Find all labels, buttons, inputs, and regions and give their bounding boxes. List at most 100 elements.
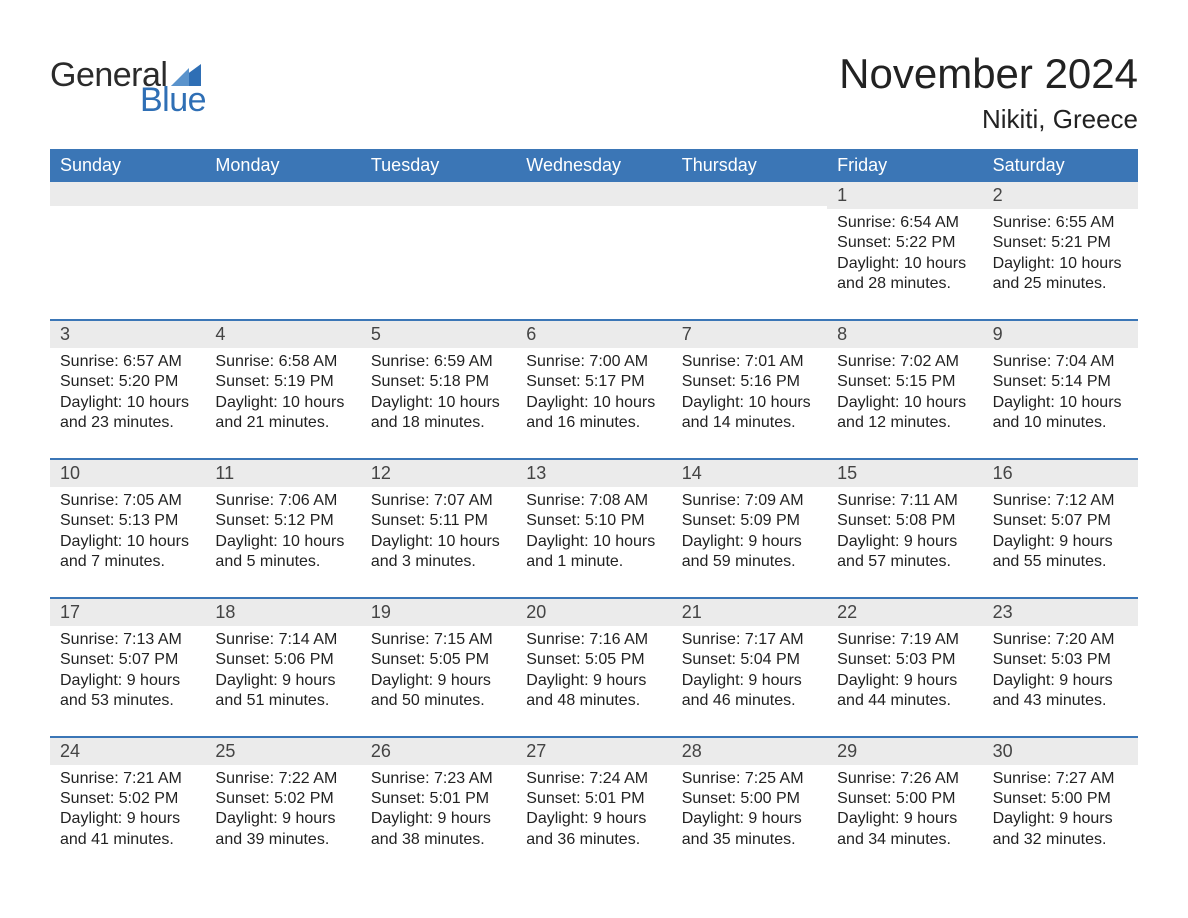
sunrise-text: Sunrise: 7:17 AM [682, 630, 817, 650]
day-cell: 16Sunrise: 7:12 AMSunset: 5:07 PMDayligh… [983, 460, 1138, 579]
day-cell: 8 Sunrise: 7:02 AMSunset: 5:15 PMDaylight… [827, 321, 982, 440]
sunset-text: Sunset: 5:18 PM [371, 372, 506, 392]
daylight-text: Daylight: 10 hours and 1 minute. [526, 532, 661, 573]
daylight-text: Daylight: 10 hours and 3 minutes. [371, 532, 506, 573]
weekday-header: Sunday [50, 149, 205, 182]
day-cell: 13 Sunrise: 7:08 AMSunset: 5:10 PMDayligh… [516, 460, 671, 579]
day-info: Sunrise: 7:12 AMSunset: 5:07 PMDaylight:… [989, 491, 1132, 573]
sunset-text: Sunset: 5:00 PM [682, 789, 817, 809]
sunset-text: Sunset: 5:11 PM [371, 511, 506, 531]
day-cell: 4Sunrise: 6:58 AMSunset: 5:19 PMDaylight… [205, 321, 360, 440]
daylight-text: Daylight: 9 hours and 36 minutes. [526, 809, 661, 850]
day-info: Sunrise: 7:20 AMSunset: 5:03 PMDaylight:… [989, 630, 1132, 712]
daylight-text: Daylight: 9 hours and 35 minutes. [682, 809, 817, 850]
brand-logo: General Blue [50, 60, 206, 115]
day-cell: 15Sunrise: 7:11 AMSunset: 5:08 PMDayligh… [827, 460, 982, 579]
daylight-text: Daylight: 9 hours and 43 minutes. [993, 671, 1128, 712]
sunrise-text: Sunrise: 7:05 AM [60, 491, 195, 511]
day-cell [672, 182, 827, 301]
daylight-text: Daylight: 10 hours and 7 minutes. [60, 532, 195, 573]
sunset-text: Sunset: 5:08 PM [837, 511, 972, 531]
day-cell: 7Sunrise: 7:01 AMSunset: 5:16 PMDaylight… [672, 321, 827, 440]
day-number [361, 182, 516, 206]
day-number: 18 [205, 599, 360, 626]
day-cell: 20Sunrise: 7:16 AMSunset: 5:05 PMDayligh… [516, 599, 671, 718]
day-number: 6 [516, 321, 671, 348]
sunrise-text: Sunrise: 6:55 AM [993, 213, 1128, 233]
day-number: 8 [827, 321, 982, 348]
sunrise-text: Sunrise: 7:20 AM [993, 630, 1128, 650]
month-title: November 2024 [839, 50, 1138, 98]
day-cell: 30Sunrise: 7:27 AMSunset: 5:00 PMDayligh… [983, 738, 1138, 857]
day-info: Sunrise: 7:17 AMSunset: 5:04 PMDaylight:… [678, 630, 821, 712]
day-info: Sunrise: 7:19 AMSunset: 5:03 PMDaylight:… [833, 630, 976, 712]
day-info: Sunrise: 7:24 AMSunset: 5:01 PMDaylight:… [522, 769, 665, 851]
day-number: 29 [827, 738, 982, 765]
sunrise-text: Sunrise: 7:19 AM [837, 630, 972, 650]
sunrise-text: Sunrise: 7:13 AM [60, 630, 195, 650]
day-number [205, 182, 360, 206]
daylight-text: Daylight: 9 hours and 57 minutes. [837, 532, 972, 573]
sunrise-text: Sunrise: 6:58 AM [215, 352, 350, 372]
sunrise-text: Sunrise: 7:27 AM [993, 769, 1128, 789]
sunset-text: Sunset: 5:19 PM [215, 372, 350, 392]
sunset-text: Sunset: 5:21 PM [993, 233, 1128, 253]
daylight-text: Daylight: 10 hours and 28 minutes. [837, 254, 972, 295]
page-header: General Blue November 2024 Nikiti, Greec… [50, 50, 1138, 135]
day-cell: 12Sunrise: 7:07 AMSunset: 5:11 PMDayligh… [361, 460, 516, 579]
sunset-text: Sunset: 5:12 PM [215, 511, 350, 531]
location-label: Nikiti, Greece [839, 104, 1138, 135]
sunset-text: Sunset: 5:09 PM [682, 511, 817, 531]
sunrise-text: Sunrise: 7:23 AM [371, 769, 506, 789]
sunset-text: Sunset: 5:07 PM [993, 511, 1128, 531]
day-cell: 3Sunrise: 6:57 AMSunset: 5:20 PMDaylight… [50, 321, 205, 440]
sunrise-text: Sunrise: 7:14 AM [215, 630, 350, 650]
week-row: 1 Sunrise: 6:54 AMSunset: 5:22 PMDaylight… [50, 182, 1138, 301]
sunset-text: Sunset: 5:05 PM [526, 650, 661, 670]
day-number: 13 [516, 460, 671, 487]
sunset-text: Sunset: 5:13 PM [60, 511, 195, 531]
day-cell: 29 Sunrise: 7:26 AMSunset: 5:00 PMDayligh… [827, 738, 982, 857]
day-cell: 14Sunrise: 7:09 AMSunset: 5:09 PMDayligh… [672, 460, 827, 579]
daylight-text: Daylight: 9 hours and 55 minutes. [993, 532, 1128, 573]
day-number: 1 [827, 182, 982, 209]
day-number: 22 [827, 599, 982, 626]
day-number [516, 182, 671, 206]
sunset-text: Sunset: 5:10 PM [526, 511, 661, 531]
sunrise-text: Sunrise: 7:24 AM [526, 769, 661, 789]
sunrise-text: Sunrise: 7:07 AM [371, 491, 506, 511]
daylight-text: Daylight: 9 hours and 39 minutes. [215, 809, 350, 850]
sunset-text: Sunset: 5:01 PM [371, 789, 506, 809]
sunrise-text: Sunrise: 7:16 AM [526, 630, 661, 650]
sunrise-text: Sunrise: 7:01 AM [682, 352, 817, 372]
sunset-text: Sunset: 5:20 PM [60, 372, 195, 392]
day-info: Sunrise: 7:25 AMSunset: 5:00 PMDaylight:… [678, 769, 821, 851]
day-cell: 1 Sunrise: 6:54 AMSunset: 5:22 PMDaylight… [827, 182, 982, 301]
sunset-text: Sunset: 5:03 PM [993, 650, 1128, 670]
day-info: Sunrise: 7:26 AMSunset: 5:00 PMDaylight:… [833, 769, 976, 851]
day-info: Sunrise: 7:02 AMSunset: 5:15 PMDaylight:… [833, 352, 976, 434]
daylight-text: Daylight: 10 hours and 10 minutes. [993, 393, 1128, 434]
sunset-text: Sunset: 5:02 PM [215, 789, 350, 809]
day-number: 24 [50, 738, 205, 765]
day-info: Sunrise: 6:55 AMSunset: 5:21 PMDaylight:… [989, 213, 1132, 295]
day-number: 14 [672, 460, 827, 487]
sunset-text: Sunset: 5:14 PM [993, 372, 1128, 392]
sunrise-text: Sunrise: 7:21 AM [60, 769, 195, 789]
sunrise-text: Sunrise: 7:15 AM [371, 630, 506, 650]
sunrise-text: Sunrise: 6:59 AM [371, 352, 506, 372]
day-info: Sunrise: 7:00 AMSunset: 5:17 PMDaylight:… [522, 352, 665, 434]
sunrise-text: Sunrise: 7:11 AM [837, 491, 972, 511]
daylight-text: Daylight: 9 hours and 34 minutes. [837, 809, 972, 850]
day-cell: 26Sunrise: 7:23 AMSunset: 5:01 PMDayligh… [361, 738, 516, 857]
day-info: Sunrise: 7:16 AMSunset: 5:05 PMDaylight:… [522, 630, 665, 712]
week-row: 10Sunrise: 7:05 AMSunset: 5:13 PMDayligh… [50, 458, 1138, 579]
day-info: Sunrise: 6:54 AMSunset: 5:22 PMDaylight:… [833, 213, 976, 295]
sunset-text: Sunset: 5:04 PM [682, 650, 817, 670]
day-info: Sunrise: 7:23 AMSunset: 5:01 PMDaylight:… [367, 769, 510, 851]
sunrise-text: Sunrise: 7:25 AM [682, 769, 817, 789]
sunset-text: Sunset: 5:05 PM [371, 650, 506, 670]
sunrise-text: Sunrise: 7:08 AM [526, 491, 661, 511]
calendar-page: General Blue November 2024 Nikiti, Greec… [0, 0, 1188, 896]
daylight-text: Daylight: 10 hours and 5 minutes. [215, 532, 350, 573]
